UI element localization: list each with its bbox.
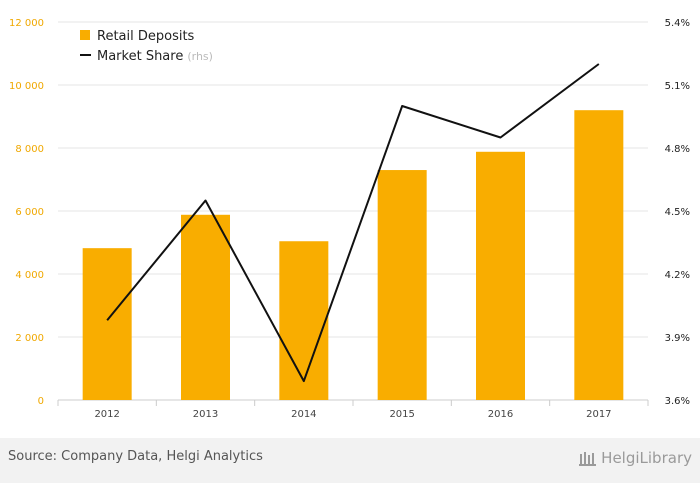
x-tick-label: 2013 xyxy=(193,409,218,420)
legend-swatch-retail-deposits xyxy=(80,30,90,40)
footer: Source: Company Data, Helgi Analytics He… xyxy=(0,438,700,483)
bar xyxy=(181,214,230,400)
left-tick-label: 6 000 xyxy=(15,207,44,218)
right-tick-label: 3.6% xyxy=(665,396,690,407)
x-tick-label: 2014 xyxy=(291,409,316,420)
right-axis: 3.6% 3.9% 4.2% 4.5% 4.8% 5.1% 5.4% xyxy=(665,18,690,407)
left-tick-label: 12 000 xyxy=(9,18,44,29)
legend-label-market-share: Market Share (rhs) xyxy=(97,49,213,64)
x-tick-label: 2012 xyxy=(94,409,119,420)
legend-market-share-suffix: (rhs) xyxy=(187,50,213,63)
right-tick-label: 4.8% xyxy=(665,144,690,155)
chart: 2012 2013 2014 2015 2016 2017 0 2 000 4 000 6 00… xyxy=(9,18,690,420)
x-tick-label: 2017 xyxy=(586,409,611,420)
bar xyxy=(377,170,427,400)
legend-market-share-name: Market Share xyxy=(97,49,183,64)
bar xyxy=(82,248,132,400)
legend-label-retail-deposits: Retail Deposits xyxy=(97,29,195,44)
left-tick-label: 4 000 xyxy=(15,270,44,281)
gridlines xyxy=(58,21,648,401)
left-tick-label: 10 000 xyxy=(9,81,44,92)
x-tick-label: 2016 xyxy=(488,409,513,420)
x-tick-label: 2015 xyxy=(389,409,414,420)
library-icon xyxy=(579,450,597,466)
x-axis: 2012 2013 2014 2015 2016 2017 xyxy=(57,400,649,420)
left-axis: 0 2 000 4 000 6 000 8 000 10 000 12 000 xyxy=(9,18,44,407)
left-tick-label: 0 xyxy=(38,396,44,407)
left-tick-label: 8 000 xyxy=(15,144,44,155)
right-tick-label: 5.4% xyxy=(665,18,690,29)
bar xyxy=(476,151,525,400)
right-tick-label: 5.1% xyxy=(665,81,690,92)
legend: Retail Deposits Market Share (rhs) xyxy=(80,29,213,64)
line-series xyxy=(106,63,600,383)
source-text: Source: Company Data, Helgi Analytics xyxy=(8,449,263,464)
bar xyxy=(574,110,624,400)
right-tick-label: 4.2% xyxy=(665,270,690,281)
market-share-line xyxy=(106,63,600,383)
right-tick-label: 3.9% xyxy=(665,333,690,344)
brand-logo: HelgiLibrary xyxy=(579,449,692,467)
right-tick-label: 4.5% xyxy=(665,207,690,218)
bar-series xyxy=(82,110,624,400)
left-tick-label: 2 000 xyxy=(15,333,44,344)
bar xyxy=(279,241,329,400)
brand-name: HelgiLibrary xyxy=(601,449,692,467)
